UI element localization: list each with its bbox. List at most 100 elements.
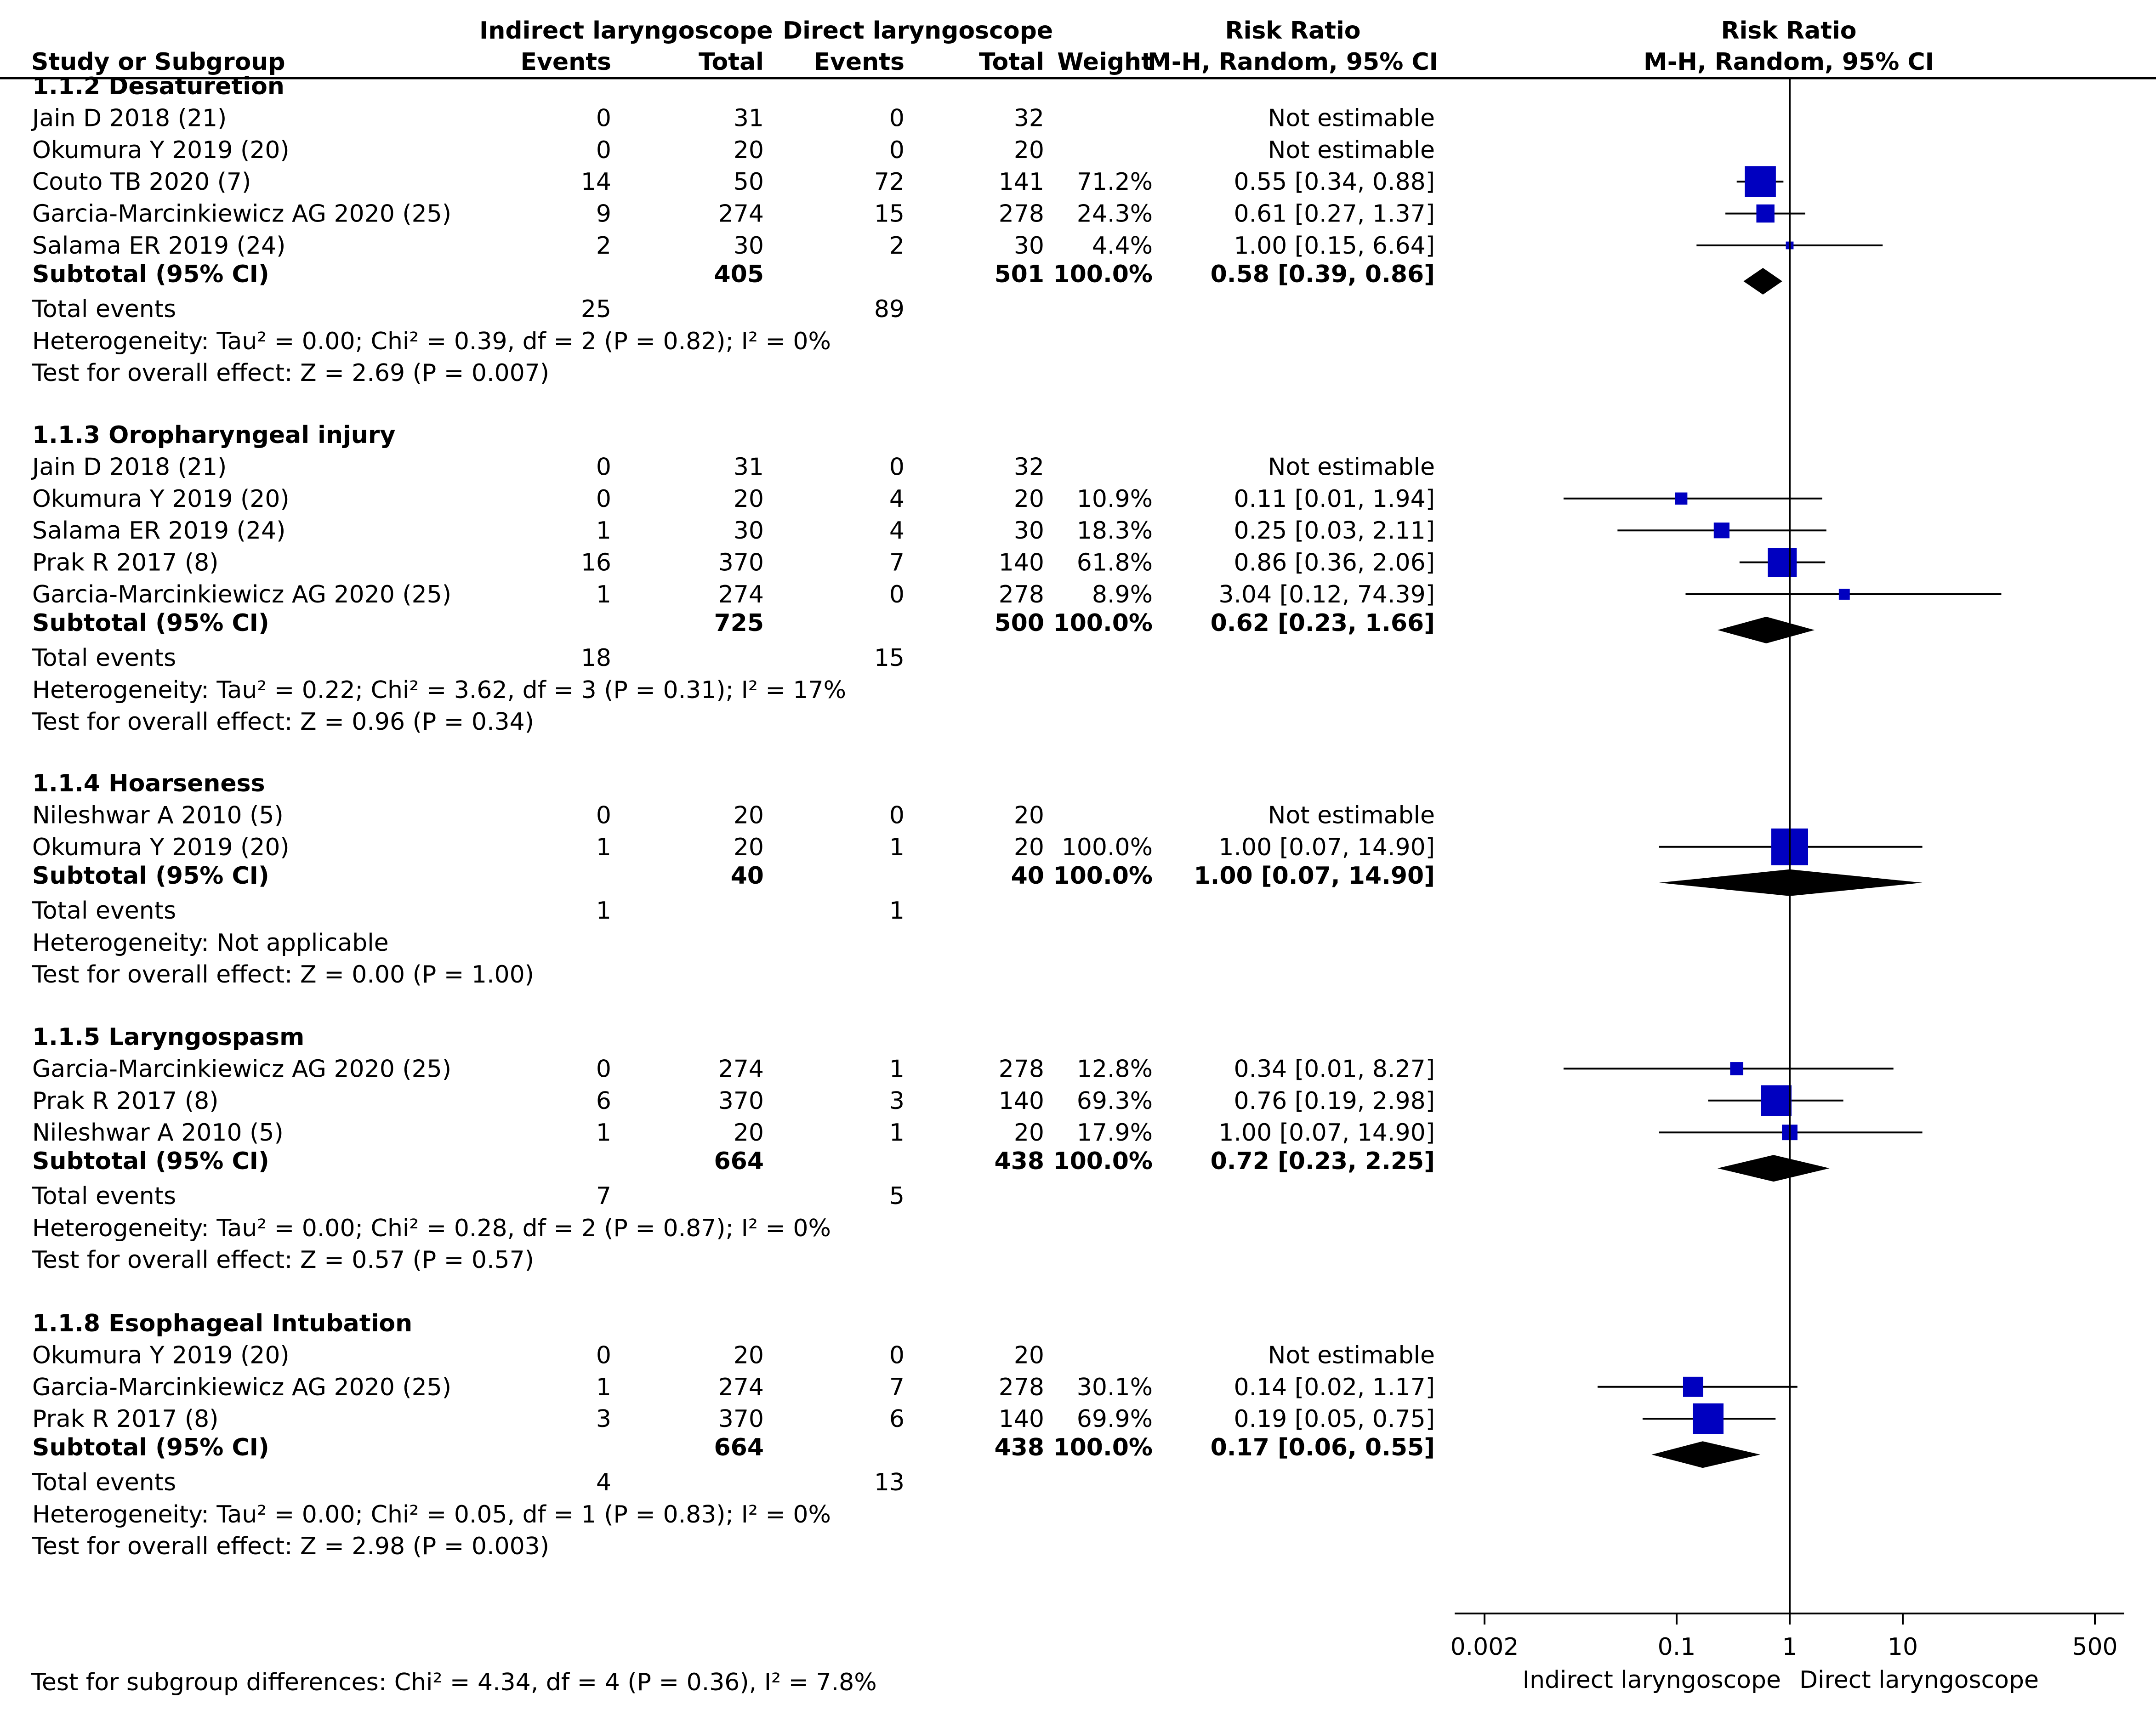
events-indirect: 16	[581, 549, 611, 577]
subtotal-total-direct: 40	[1011, 862, 1044, 890]
events-direct: 15	[874, 200, 904, 228]
total-events-label: Total events	[32, 1469, 176, 1496]
total-direct: 140	[999, 549, 1044, 577]
total-indirect: 20	[734, 801, 764, 829]
pooled-diamond	[1717, 617, 1815, 643]
events-indirect: 14	[581, 168, 611, 196]
study-name: Garcia-Marcinkiewicz AG 2020 (25)	[32, 581, 451, 608]
total-events-label: Total events	[32, 644, 176, 672]
events2-header: Events	[813, 48, 904, 76]
total-direct: 20	[1014, 801, 1044, 829]
total-indirect: 274	[718, 581, 764, 608]
events-indirect: 0	[596, 801, 611, 829]
rr-plot-title-header: Risk Ratio	[1721, 17, 1856, 45]
total-events-indirect: 25	[581, 295, 611, 323]
study-ci: 1.00 [0.07, 14.90]	[1218, 834, 1435, 861]
events-indirect: 1	[596, 517, 611, 545]
events-indirect: 2	[596, 232, 611, 260]
total-direct: 141	[999, 168, 1044, 196]
overall-effect-test: Test for overall effect: Z = 0.96 (P = 0…	[32, 708, 534, 736]
axis-tick-label: 500	[2072, 1633, 2117, 1661]
events-indirect: 0	[596, 1341, 611, 1369]
study-weight: 17.9%	[1077, 1119, 1153, 1147]
events-direct: 0	[889, 104, 904, 132]
study-name: Salama ER 2019 (24)	[32, 232, 285, 260]
subtotal-total-indirect: 40	[731, 862, 764, 890]
total-events-direct: 1	[889, 897, 904, 925]
total-direct: 278	[999, 200, 1044, 228]
subgroup-title: 1.1.3 Oropharyngeal injury	[32, 421, 395, 449]
study-marker	[1675, 492, 1688, 505]
total-direct: 140	[999, 1087, 1044, 1115]
forest-graph	[1563, 78, 2002, 1613]
events-direct: 0	[889, 801, 904, 829]
total-indirect: 274	[718, 1374, 764, 1401]
events-direct: 0	[889, 453, 904, 481]
events-indirect: 3	[596, 1405, 611, 1433]
study-weight: 61.8%	[1077, 549, 1153, 577]
study-weight: 30.1%	[1077, 1374, 1153, 1401]
events-indirect: 1	[596, 1374, 611, 1401]
study-ci: 0.34 [0.01, 8.27]	[1234, 1055, 1435, 1083]
heterogeneity-stat: Heterogeneity: Tau² = 0.00; Chi² = 0.39,…	[32, 328, 831, 355]
total-indirect: 30	[734, 517, 764, 545]
study-ci: Not estimable	[1268, 136, 1435, 164]
total-direct: 30	[1014, 232, 1044, 260]
total-events-direct: 13	[874, 1469, 904, 1496]
total-direct: 278	[999, 1055, 1044, 1083]
total-events-label: Total events	[32, 295, 176, 323]
total-events-indirect: 7	[596, 1182, 611, 1210]
group2-header: Direct laryngoscope	[783, 17, 1053, 45]
study-weight: 24.3%	[1077, 200, 1153, 228]
total-direct: 20	[1014, 136, 1044, 164]
study-ci: 3.04 [0.12, 74.39]	[1218, 581, 1435, 608]
study-ci: 1.00 [0.07, 14.90]	[1218, 1119, 1435, 1147]
study-marker	[1730, 1062, 1744, 1075]
total-events-direct: 5	[889, 1182, 904, 1210]
events-direct: 4	[889, 517, 904, 545]
study-name: Nileshwar A 2010 (5)	[32, 801, 284, 829]
events-direct: 1	[889, 834, 904, 861]
study-weight: 69.9%	[1077, 1405, 1153, 1433]
total-indirect: 20	[734, 485, 764, 513]
total-direct: 278	[999, 1374, 1044, 1401]
study-ci: 1.00 [0.15, 6.64]	[1234, 232, 1435, 260]
subtotal-weight: 100.0%	[1053, 1148, 1153, 1175]
study-name: Okumura Y 2019 (20)	[32, 485, 290, 513]
total-direct: 20	[1014, 485, 1044, 513]
overall-effect-test: Test for overall effect: Z = 0.00 (P = 1…	[32, 961, 534, 989]
pooled-diamond	[1717, 1155, 1830, 1182]
rr-method-header: M-H, Random, 95% CI	[1148, 48, 1438, 76]
study-name: Prak R 2017 (8)	[32, 1405, 219, 1433]
subtotal-ci: 1.00 [0.07, 14.90]	[1194, 862, 1435, 890]
total-direct: 140	[999, 1405, 1044, 1433]
study-weight: 12.8%	[1077, 1055, 1153, 1083]
events-indirect: 0	[596, 136, 611, 164]
study-name: Garcia-Marcinkiewicz AG 2020 (25)	[32, 1374, 451, 1401]
events-direct: 7	[889, 549, 904, 577]
pooled-diamond	[1651, 1441, 1761, 1468]
axis-tick-label: 10	[1888, 1633, 1918, 1661]
events-indirect: 1	[596, 1119, 611, 1147]
heterogeneity-stat: Heterogeneity: Tau² = 0.00; Chi² = 0.05,…	[32, 1501, 831, 1528]
overall-effect-test: Test for overall effect: Z = 0.57 (P = 0…	[32, 1246, 534, 1274]
total-events-label: Total events	[32, 897, 176, 925]
heterogeneity-stat: Heterogeneity: Tau² = 0.00; Chi² = 0.28,…	[32, 1215, 831, 1242]
subtotal-weight: 100.0%	[1053, 1434, 1153, 1461]
heterogeneity-stat: Heterogeneity: Not applicable	[32, 929, 389, 957]
total-direct: 20	[1014, 1341, 1044, 1369]
study-weight: 10.9%	[1077, 485, 1153, 513]
study-weight: 100.0%	[1062, 834, 1153, 861]
study-marker	[1768, 548, 1797, 577]
events-direct: 72	[874, 168, 904, 196]
study-name: Jain D 2018 (21)	[31, 453, 227, 481]
subtotal-total-direct: 438	[994, 1148, 1044, 1175]
events-direct: 6	[889, 1405, 904, 1433]
total-indirect: 370	[718, 549, 764, 577]
events-indirect: 1	[596, 834, 611, 861]
subtotal-total-indirect: 725	[714, 609, 764, 637]
total-indirect: 370	[718, 1087, 764, 1115]
study-marker	[1683, 1376, 1703, 1397]
